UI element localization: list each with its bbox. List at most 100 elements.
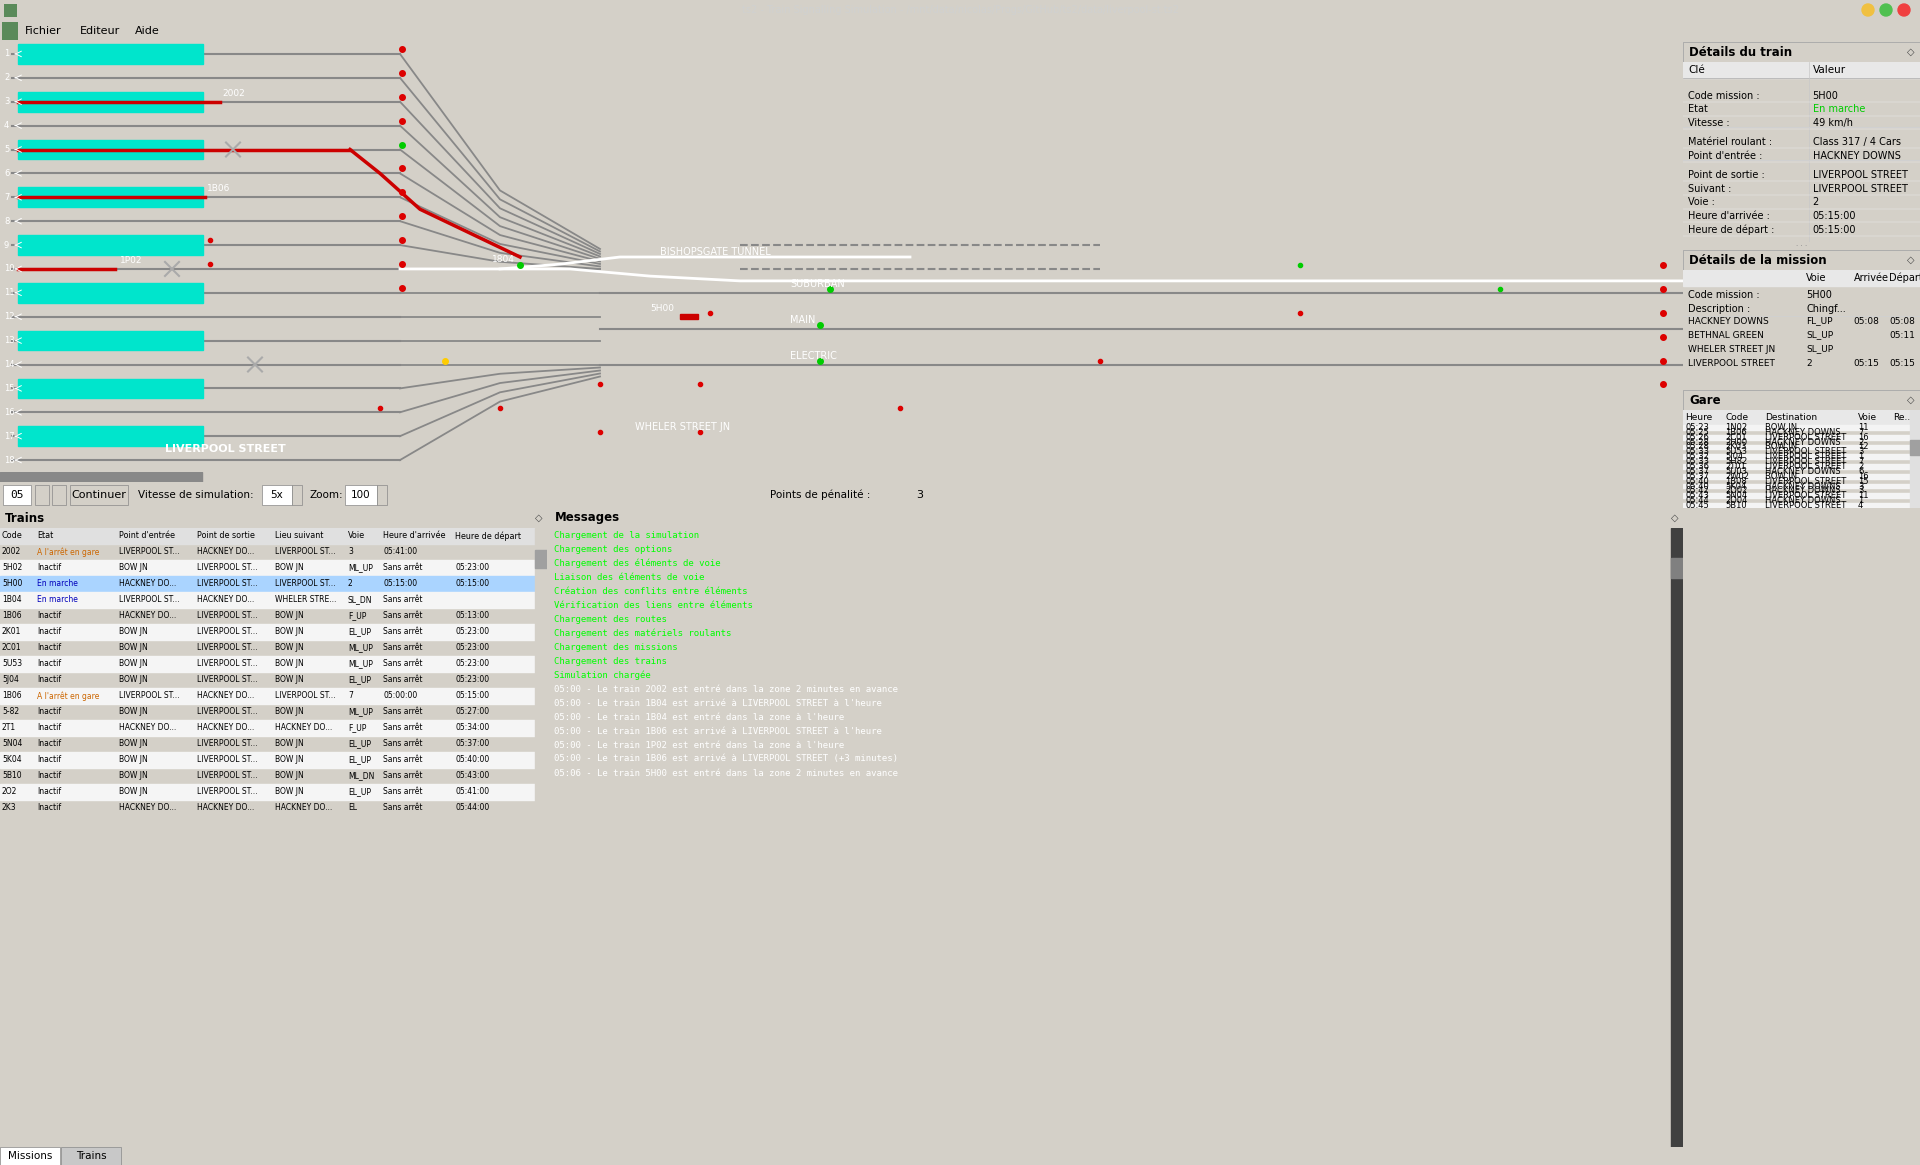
- Text: Détails de la mission: Détails de la mission: [1690, 254, 1826, 267]
- Text: BOW JN: BOW JN: [1764, 472, 1797, 481]
- Text: Sans arrêt: Sans arrêt: [382, 723, 422, 733]
- Text: HACKNEY DOWNS: HACKNEY DOWNS: [1812, 151, 1901, 161]
- Bar: [1684, 445, 1920, 450]
- Text: Heure de départ :: Heure de départ :: [1688, 225, 1774, 235]
- Text: Sans arrêt: Sans arrêt: [382, 643, 422, 652]
- Text: Voie: Voie: [1807, 273, 1826, 283]
- Text: Point de sortie: Point de sortie: [198, 531, 255, 541]
- Text: LIVERPOOL STREET: LIVERPOOL STREET: [1764, 492, 1847, 500]
- Text: 2T01: 2T01: [1724, 463, 1745, 471]
- Text: BOW JN: BOW JN: [119, 788, 148, 797]
- Text: 7: 7: [1859, 428, 1864, 437]
- Text: 05:23:00: 05:23:00: [455, 643, 490, 652]
- Bar: [1910, 440, 1920, 456]
- Text: 05:15:00: 05:15:00: [455, 692, 490, 700]
- Text: 1B06: 1B06: [2, 692, 21, 700]
- Text: HACKNEY DO...: HACKNEY DO...: [198, 723, 253, 733]
- Text: BOW JN: BOW JN: [275, 628, 303, 636]
- Text: 05:23:00: 05:23:00: [455, 564, 490, 572]
- Text: BOW JN: BOW JN: [119, 564, 148, 572]
- Text: LIVERPOOL ST...: LIVERPOOL ST...: [198, 628, 257, 636]
- Text: 05:37:00: 05:37:00: [455, 740, 490, 748]
- Text: 05:40: 05:40: [1686, 476, 1709, 486]
- Text: Chargement des matériels roulants: Chargement des matériels roulants: [555, 628, 732, 637]
- Bar: [0, 751, 536, 768]
- Text: HACKNEY DOWNS: HACKNEY DOWNS: [1764, 438, 1841, 446]
- Text: 16: 16: [1859, 432, 1868, 442]
- Bar: [1684, 454, 1920, 459]
- Text: EL_UP: EL_UP: [348, 628, 371, 636]
- Text: 1804: 1804: [492, 255, 515, 264]
- Text: 05:28: 05:28: [1686, 443, 1709, 452]
- Text: 05:25: 05:25: [1686, 428, 1709, 437]
- Text: 05:41:00: 05:41:00: [382, 548, 417, 557]
- Text: 05:33: 05:33: [1686, 457, 1709, 466]
- Text: Inactif: Inactif: [36, 740, 61, 748]
- Text: Destination: Destination: [1764, 414, 1816, 422]
- Text: Messages: Messages: [555, 511, 620, 524]
- Text: Sans arrêt: Sans arrêt: [382, 628, 422, 636]
- Text: HACKNEY DOWNS: HACKNEY DOWNS: [1764, 467, 1841, 475]
- Text: 05:44: 05:44: [1686, 496, 1709, 506]
- Bar: [17, 140, 204, 160]
- Text: ML_UP: ML_UP: [348, 564, 372, 572]
- Text: 12: 12: [4, 312, 15, 322]
- Text: Vitesse de simulation:: Vitesse de simulation:: [138, 490, 253, 500]
- Text: 5U03: 5U03: [1724, 467, 1747, 475]
- Text: Etat: Etat: [36, 531, 54, 541]
- Text: LIVERPOOL STREET: LIVERPOOL STREET: [1764, 457, 1847, 466]
- Text: 2O02: 2O02: [1724, 487, 1747, 495]
- Bar: [2, 22, 17, 40]
- Text: 05:37: 05:37: [1686, 472, 1709, 481]
- Text: Heure d'arrivée: Heure d'arrivée: [382, 531, 445, 541]
- Text: 2K01: 2K01: [2, 628, 21, 636]
- Text: Class 317 / 4 Cars: Class 317 / 4 Cars: [1812, 137, 1901, 147]
- Text: 05:33: 05:33: [1686, 447, 1709, 457]
- Text: Arrivée: Arrivée: [1853, 273, 1889, 283]
- Text: Point de sortie :: Point de sortie :: [1688, 170, 1764, 181]
- Text: 5K04: 5K04: [2, 755, 21, 764]
- Text: Heure d'arrivée :: Heure d'arrivée :: [1688, 211, 1770, 221]
- Text: 05:40: 05:40: [1686, 481, 1709, 490]
- Text: Création des conflits entre éléments: Création des conflits entre éléments: [555, 586, 747, 595]
- Bar: [0, 656, 536, 672]
- Text: 9: 9: [4, 240, 10, 249]
- Text: 2T1: 2T1: [2, 723, 15, 733]
- Text: Point d'entrée: Point d'entrée: [119, 531, 175, 541]
- Text: 5N04: 5N04: [2, 740, 23, 748]
- Text: ELECTRIC: ELECTRIC: [789, 351, 837, 360]
- Text: WHELER STRE...: WHELER STRE...: [275, 595, 336, 605]
- Text: Chargement des éléments de voie: Chargement des éléments de voie: [555, 558, 720, 567]
- Bar: [0, 528, 536, 544]
- Text: Inactif: Inactif: [36, 643, 61, 652]
- Text: LIVERPOOL STREET: LIVERPOOL STREET: [1764, 452, 1847, 461]
- Text: 05:13:00: 05:13:00: [455, 612, 490, 621]
- Text: 5H00: 5H00: [1812, 91, 1839, 100]
- Text: 1B06: 1B06: [1724, 428, 1747, 437]
- Text: 1B06: 1B06: [207, 184, 230, 193]
- Text: HACKNEY DO...: HACKNEY DO...: [198, 595, 253, 605]
- Text: HACKNEY DOWNS: HACKNEY DOWNS: [1764, 496, 1841, 506]
- Text: 05:28: 05:28: [1686, 438, 1709, 446]
- Text: Chargement des options: Chargement des options: [555, 544, 672, 553]
- Text: Vérification des liens entre éléments: Vérification des liens entre éléments: [555, 600, 753, 609]
- Text: HACKNEY DO...: HACKNEY DO...: [275, 804, 332, 812]
- Text: Sans arrêt: Sans arrêt: [382, 612, 422, 621]
- Text: Editeur: Editeur: [81, 26, 121, 36]
- Text: LIVERPOOL ST...: LIVERPOOL ST...: [198, 659, 257, 669]
- Text: 3: 3: [1859, 481, 1864, 490]
- Bar: [261, 485, 292, 504]
- Text: BOW JN: BOW JN: [1764, 423, 1797, 432]
- Text: LIVERPOOL STREET: LIVERPOOL STREET: [1812, 170, 1907, 181]
- Text: BOW JN: BOW JN: [119, 771, 148, 781]
- Text: LIVERPOOL ST...: LIVERPOOL ST...: [198, 755, 257, 764]
- Bar: [0, 720, 536, 736]
- Bar: [1684, 62, 1920, 78]
- Text: 05:00 - Le train 1P02 est entré dans la zone à l'heure: 05:00 - Le train 1P02 est entré dans la …: [555, 741, 845, 749]
- Text: 5-82: 5-82: [2, 707, 19, 716]
- Bar: [536, 550, 547, 569]
- Text: ML_UP: ML_UP: [348, 643, 372, 652]
- Text: 5U53: 5U53: [2, 659, 23, 669]
- Text: BOW JN: BOW JN: [119, 707, 148, 716]
- Text: 5B10: 5B10: [1724, 501, 1747, 510]
